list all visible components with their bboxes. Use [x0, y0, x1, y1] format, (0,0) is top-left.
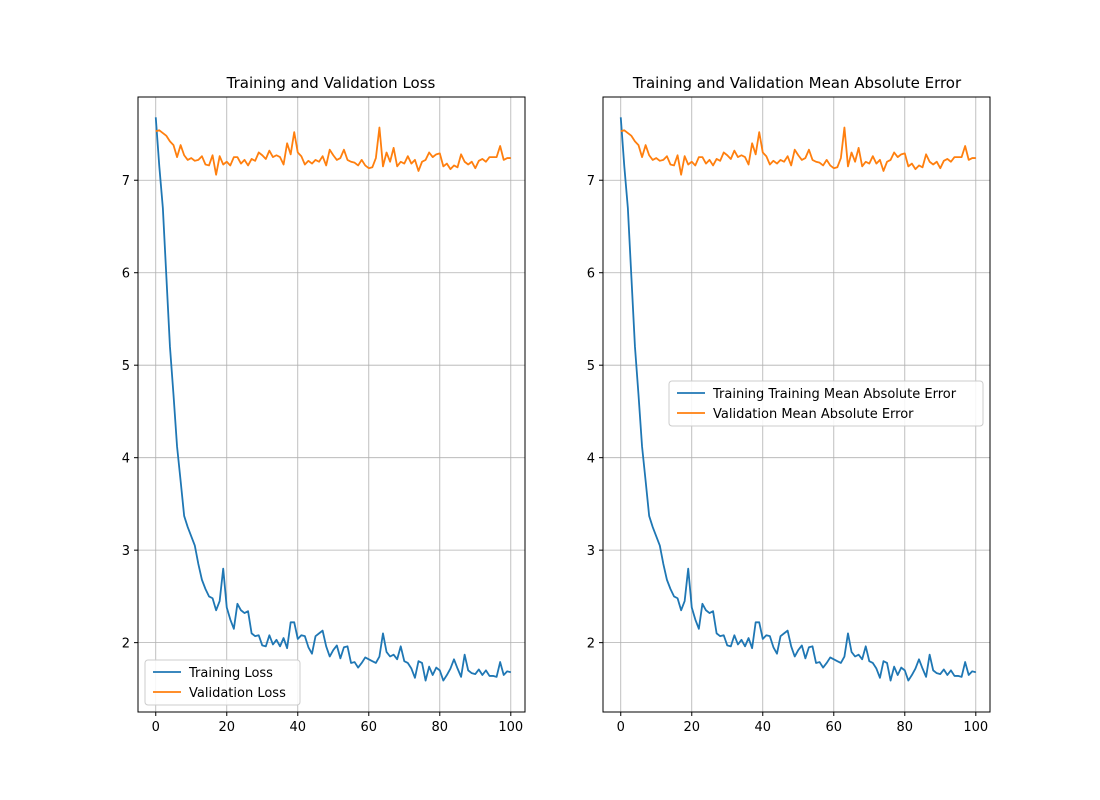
y-tick-label: 7	[122, 174, 130, 189]
grid	[138, 97, 525, 712]
x-tick-label: 0	[152, 720, 160, 735]
x-tick-label: 0	[617, 720, 625, 735]
y-tick-label: 3	[587, 544, 595, 559]
legend-label: Validation Mean Absolute Error	[713, 407, 914, 422]
plot-frame	[602, 96, 991, 713]
chart-mae: Training and Validation Mean Absolute Er…	[587, 74, 991, 735]
y-tick-label: 6	[122, 267, 130, 282]
x-tick-label: 40	[754, 720, 771, 735]
legend-label: Validation Loss	[189, 686, 286, 701]
x-tick-label: 100	[498, 720, 523, 735]
x-tick-label: 60	[361, 720, 378, 735]
x-tick-label: 100	[963, 720, 988, 735]
x-tick-label: 60	[826, 720, 843, 735]
series-line-validation	[620, 126, 976, 176]
series-line-training	[619, 117, 977, 682]
y-tick-label: 6	[587, 267, 595, 282]
legend: Training Loss Validation Loss	[144, 659, 301, 706]
legend-label: Training Loss	[188, 666, 273, 681]
plot-frame	[137, 96, 526, 713]
x-tick-label: 40	[289, 720, 306, 735]
legend-box	[144, 659, 301, 706]
chart-title: Training and Validation Mean Absolute Er…	[632, 74, 962, 92]
chart-loss: Training and Validation Loss 0 20 40 60 80 10…	[122, 74, 526, 735]
y-tick-label: 7	[587, 174, 595, 189]
y-tick-label: 4	[122, 452, 130, 467]
y-tick-label: 2	[122, 637, 130, 652]
legend-box	[668, 380, 984, 427]
y-tick-label: 5	[587, 359, 595, 374]
legend: Training Training Mean Absolute Error Val…	[668, 380, 984, 427]
legend-label: Training Training Mean Absolute Error	[712, 387, 957, 402]
x-tick-label: 80	[432, 720, 449, 735]
y-tick-label: 5	[122, 359, 130, 374]
x-tick-label: 80	[897, 720, 914, 735]
x-tick-label: 20	[683, 720, 700, 735]
y-tick-label: 2	[587, 637, 595, 652]
chart-title: Training and Validation Loss	[226, 74, 436, 92]
series-line-validation	[155, 126, 511, 176]
y-tick-label: 3	[122, 544, 130, 559]
y-tick-label: 4	[587, 452, 595, 467]
series-line-training	[154, 117, 512, 682]
x-tick-label: 20	[218, 720, 235, 735]
